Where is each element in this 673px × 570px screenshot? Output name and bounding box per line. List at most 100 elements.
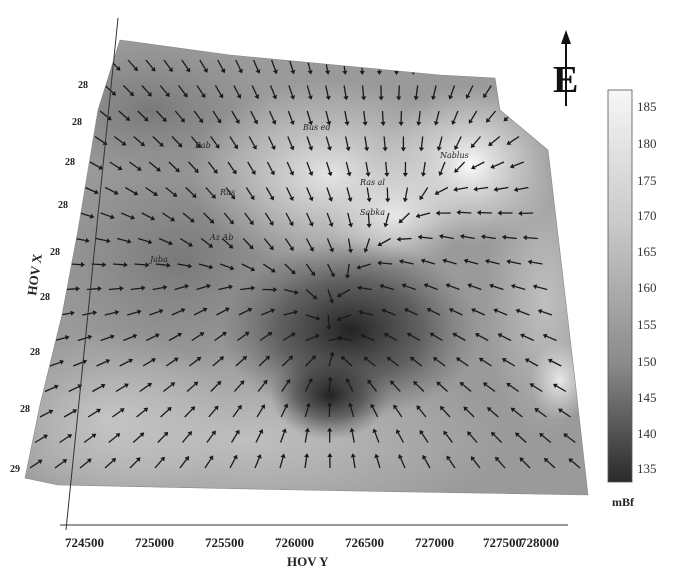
gradient-vector-arrow	[467, 431, 478, 443]
gradient-vector-arrow	[476, 210, 492, 216]
gradient-vector-arrow	[396, 236, 412, 242]
gradient-vector-arrow	[326, 187, 333, 202]
gradient-vector-arrow	[59, 434, 73, 444]
gradient-vector-arrow	[282, 332, 296, 342]
gradient-vector-arrow	[284, 238, 294, 251]
gradient-vector-arrow	[196, 85, 206, 98]
gradient-vector-arrow	[89, 161, 104, 170]
gradient-vector-arrow	[454, 161, 466, 173]
place-label: Ras al	[359, 178, 385, 187]
gradient-vector-arrow	[459, 234, 475, 240]
gradient-vector-arrow	[553, 383, 567, 393]
gradient-vector-arrow	[283, 309, 299, 316]
gradient-vector-arrow	[205, 187, 216, 199]
gradient-vector-arrow	[406, 332, 421, 342]
gradient-vector-arrow	[486, 110, 497, 123]
gradient-vector-arrow	[130, 285, 146, 291]
gradient-vector-arrow	[188, 161, 199, 174]
gradient-vector-arrow	[196, 283, 211, 291]
gradient-vector-arrow	[184, 406, 196, 418]
gradient-vector-arrow	[336, 335, 352, 342]
gradient-vector-arrow	[328, 351, 335, 367]
y-axis-ticks: 29 28 28 28 28 28 28 28 28	[10, 80, 88, 475]
colorbar-unit: mBf	[612, 495, 635, 509]
x-axis-ticks: 724500 725000 725500 726000 726500 72700…	[65, 535, 559, 550]
x-tick-label: 724500	[65, 535, 104, 550]
place-label: Ras	[219, 188, 235, 197]
gradient-vector-arrow	[142, 358, 156, 367]
gradient-vector-arrow	[225, 187, 236, 200]
gradient-vector-arrow	[132, 432, 145, 443]
gradient-vector-arrow	[418, 136, 425, 152]
gradient-vector-arrow	[229, 136, 238, 150]
axis-frame	[60, 17, 568, 531]
x-tick-label: 727000	[415, 535, 454, 550]
colorbar-tick-label: 165	[637, 244, 657, 259]
gradient-vector-arrow	[77, 334, 93, 342]
gradient-vector-arrow	[286, 161, 295, 176]
gradient-vector-arrow	[515, 308, 530, 316]
gradient-vector-arrow	[84, 186, 99, 195]
gradient-vector-arrow	[479, 59, 488, 74]
gradient-vector-arrow	[204, 455, 214, 469]
gradient-vector-arrow	[446, 455, 456, 469]
gradient-vector-arrow	[345, 378, 354, 392]
gradient-vector-arrow	[506, 382, 519, 393]
gradient-vector-arrow	[493, 308, 508, 316]
gradient-vector-arrow	[250, 110, 258, 125]
gradient-vector-arrow	[141, 85, 152, 97]
gradient-vector-arrow	[284, 263, 296, 275]
gradient-vector-arrow	[327, 376, 333, 392]
gradient-vector-arrow	[349, 427, 355, 443]
gradient-vector-arrow	[487, 407, 499, 418]
gradient-vector-arrow	[39, 409, 54, 418]
gradient-vector-arrow	[485, 258, 500, 265]
gradient-vector-arrow	[384, 161, 390, 177]
gradient-vector-arrow	[344, 110, 350, 126]
gradient-vector-arrow	[171, 136, 183, 148]
gradient-vector-arrow	[104, 310, 120, 316]
gradient-vector-arrow	[344, 136, 351, 152]
gradient-vector-arrow	[245, 187, 255, 201]
gradient-vector-arrow	[366, 187, 372, 203]
gradient-vector-arrow	[212, 110, 222, 124]
gradient-vector-arrow	[174, 284, 189, 291]
gradient-vector-arrow	[305, 355, 317, 367]
gradient-vector-arrow	[217, 59, 226, 74]
gradient-vector-arrow	[468, 110, 478, 124]
gradient-vector-arrow	[199, 59, 208, 73]
y-tick-label: 28	[50, 247, 60, 258]
gradient-vector-arrow	[497, 210, 513, 216]
gradient-vector-arrow	[96, 359, 111, 367]
gradient-vector-arrow	[152, 136, 164, 147]
gradient-vector-arrow	[49, 359, 65, 367]
gradient-vector-arrow	[509, 161, 525, 169]
colorbar-tick-label: 180	[637, 136, 657, 151]
gradient-vector-arrow	[381, 308, 396, 316]
gradient-vector-arrow	[402, 187, 409, 203]
gradient-vector-arrow	[112, 408, 125, 418]
gradient-vector-arrow	[162, 382, 176, 393]
gradient-vector-arrow	[259, 332, 273, 342]
place-label: Nablus	[439, 151, 469, 160]
gradient-vector-arrow	[152, 284, 168, 291]
gradient-vector-arrow	[345, 263, 351, 279]
gradient-vector-arrow	[409, 356, 423, 367]
gradient-vector-arrow	[112, 262, 128, 268]
gradient-vector-arrow	[157, 431, 169, 443]
gradient-vector-arrow	[480, 234, 496, 240]
gradient-vector-arrow	[116, 237, 132, 244]
place-label: Sabka	[360, 208, 385, 217]
gradient-vector-arrow	[456, 209, 472, 215]
x-tick-label: 726000	[275, 535, 314, 550]
gradient-vector-arrow	[374, 453, 381, 469]
gradient-vector-arrow	[281, 379, 291, 392]
gradient-vector-arrow	[306, 187, 314, 202]
gradient-vector-arrow	[448, 85, 456, 100]
gradient-vector-arrow	[326, 238, 334, 253]
gradient-vector-arrow	[254, 454, 262, 469]
gradient-vector-arrow	[399, 259, 414, 265]
gradient-vector-arrow	[452, 332, 466, 342]
gradient-vector-arrow	[104, 457, 117, 469]
